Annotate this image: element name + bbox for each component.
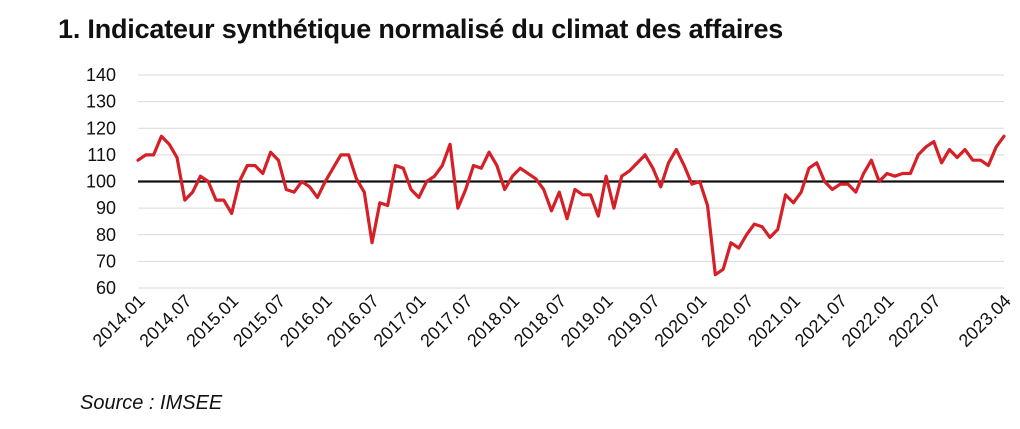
y-axis: 60 70 80 90 100 110 120 130 140 xyxy=(86,65,116,298)
series-line-0 xyxy=(136,134,1006,277)
y-tick-label: 140 xyxy=(86,65,116,85)
y-tick-label: 100 xyxy=(86,172,116,192)
y-tick-label: 130 xyxy=(86,92,116,112)
source-note: Source : IMSEE xyxy=(80,392,223,414)
x-tick-label: 2022.07 xyxy=(884,291,944,351)
y-tick-label: 110 xyxy=(87,145,116,165)
x-tick-label: 2023.04 xyxy=(955,291,1015,351)
y-tick-label: 60 xyxy=(96,278,116,298)
y-tick-label: 70 xyxy=(96,251,116,271)
y-tick-label: 80 xyxy=(96,225,116,245)
series-group xyxy=(136,134,1006,277)
chart-title: 1. Indicateur synthétique normalisé du c… xyxy=(58,14,784,44)
y-tick-label: 90 xyxy=(96,198,116,218)
y-tick-label: 120 xyxy=(86,118,116,138)
x-axis: 2014.012014.072015.012015.072016.012016.… xyxy=(89,291,1015,351)
gridlines xyxy=(138,74,1004,289)
